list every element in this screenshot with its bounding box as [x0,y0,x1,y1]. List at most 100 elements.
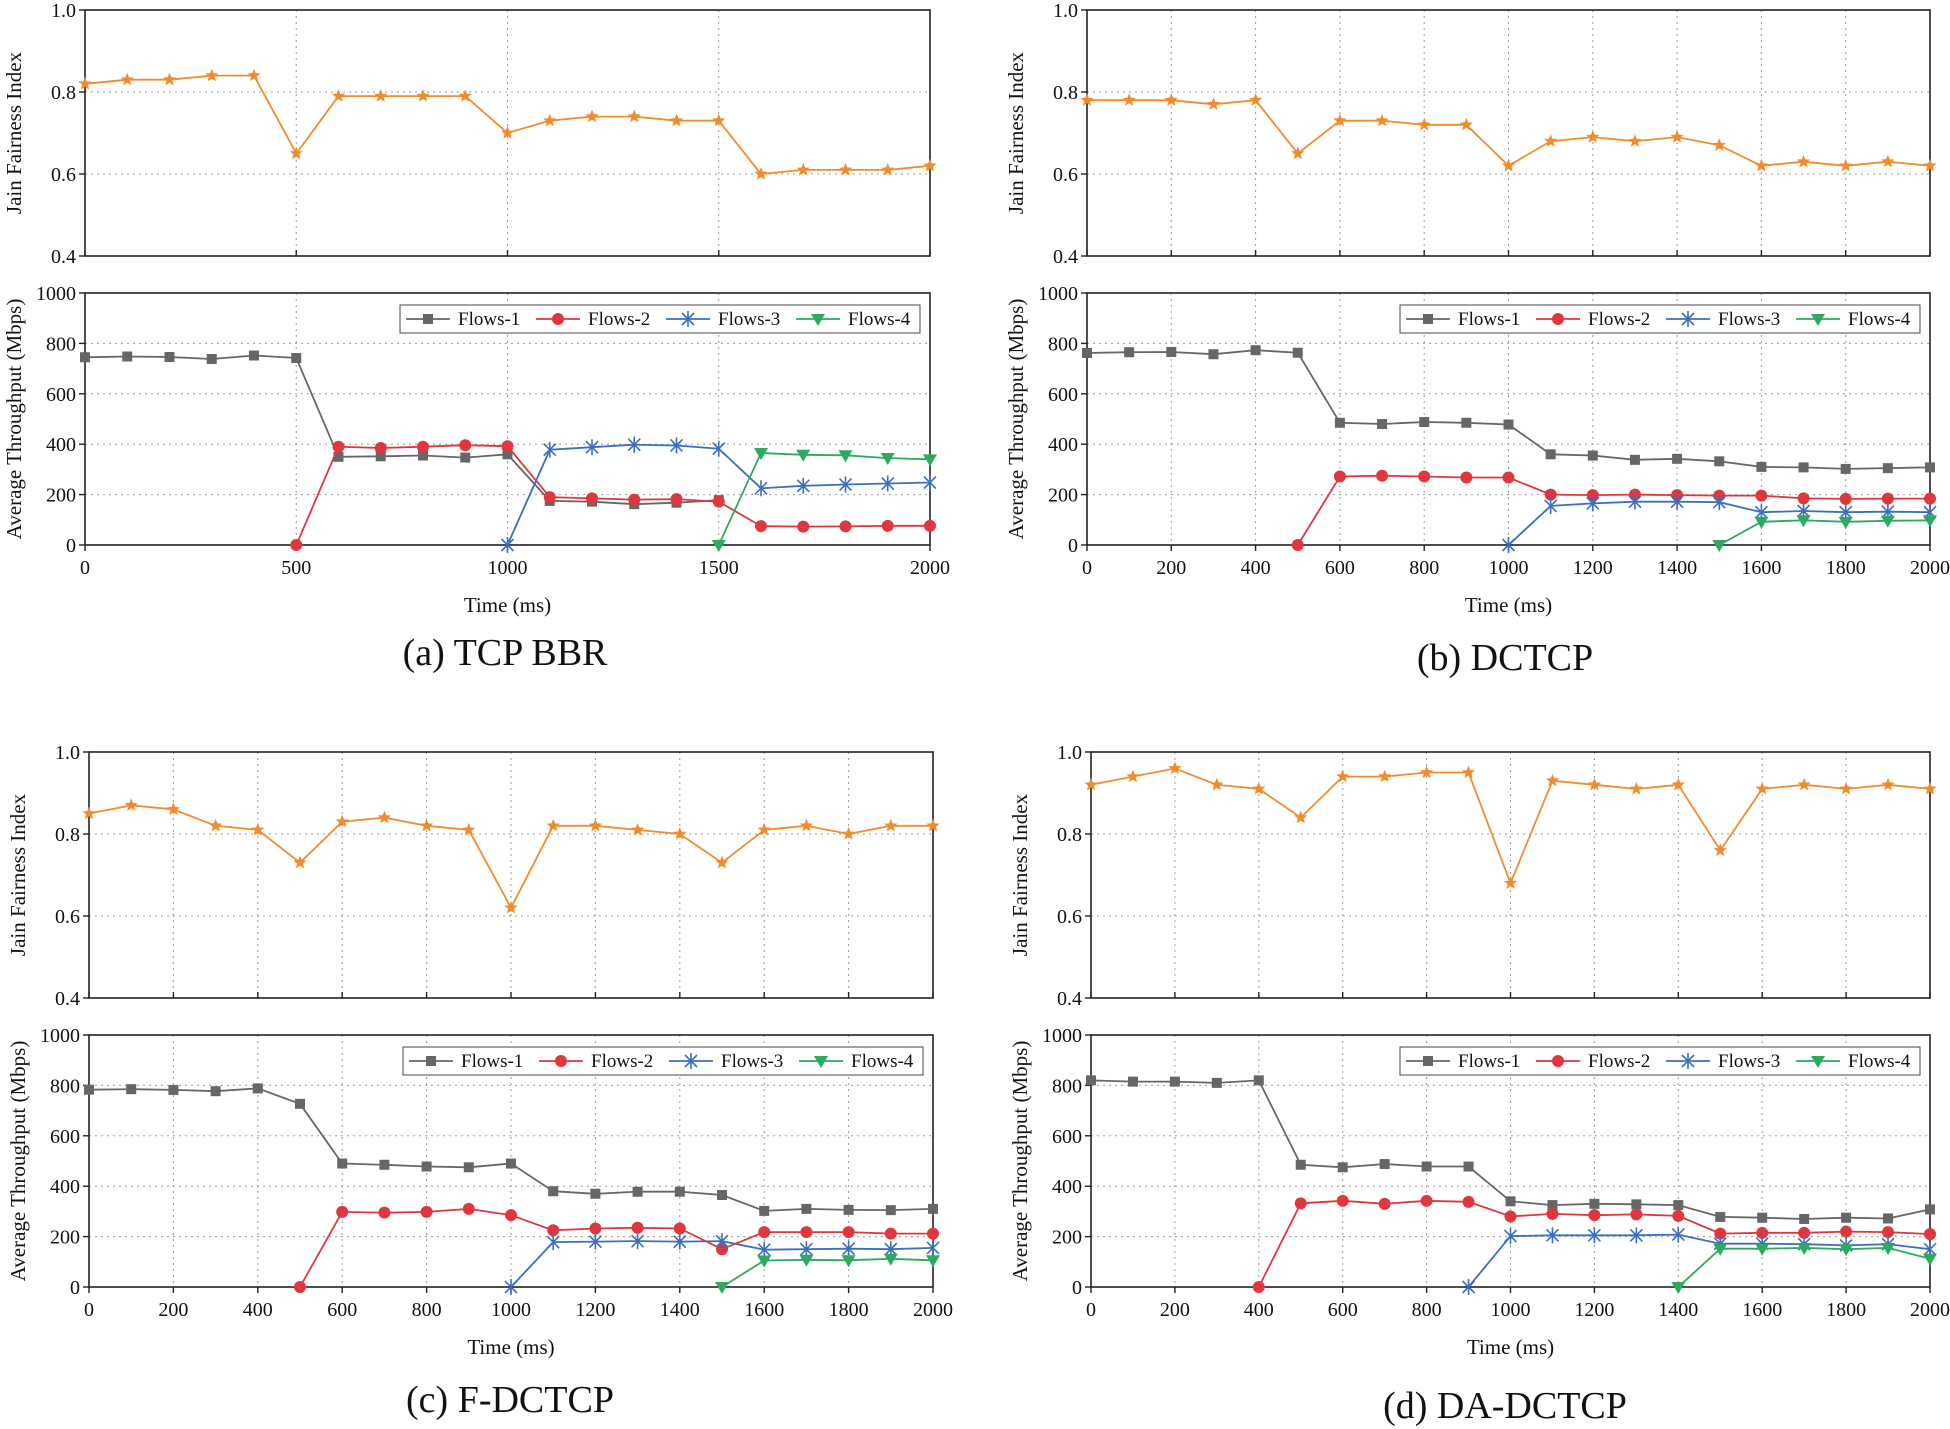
y-tick-label: 1000 [1038,283,1078,305]
data-point [1838,516,1853,529]
y-tick-label: 0 [1072,1277,1082,1299]
fairness-point [1797,777,1811,791]
fairness-point [1629,781,1643,795]
fairness-subplot: 0.4 0.6 0.8 1.0 Jain Fairness Index [2,0,937,268]
x-tick-label: 1200 [575,1299,615,1321]
data-point [1544,488,1557,501]
data-point [1670,493,1684,510]
fairness-point [331,89,346,102]
data-point [716,1243,728,1256]
y-tick-label: 600 [1052,1126,1082,1148]
y-tick-label: 0.8 [55,824,80,846]
data-point [1671,1282,1686,1294]
y-tick-label: 400 [1052,1176,1082,1198]
data-point [884,1227,897,1240]
x-tick-label: 400 [243,1299,273,1321]
data-point [670,493,683,506]
data-point [1839,1244,1854,1257]
throughput-y-label: Average Throughput (Mbps) [6,1041,30,1282]
fairness-point [884,818,898,832]
data-point [506,1158,516,1169]
fairness-point [1168,761,1182,775]
data-point [1379,1159,1390,1170]
data-point [1545,449,1556,460]
fairness-point [799,818,814,832]
data-point [1169,1076,1180,1087]
fairness-point [627,109,641,123]
series-flows-2 [1252,1194,1936,1293]
throughput-subplot: 0 200 400 600 800 1000 0 200 400 600 800 1000 1200 14… [1004,283,1950,617]
legend-label: Flows-1 [1458,1051,1520,1072]
fairness-point [1461,765,1476,779]
y-tick-label: 0.4 [51,246,76,268]
x-tick-label: 200 [158,1299,188,1321]
data-point [757,1241,771,1258]
data-point [1127,1076,1138,1087]
data-point [1673,1200,1684,1211]
legend-marker [1811,314,1825,326]
data-point [800,1226,813,1239]
x-tick-label: 1600 [1742,1299,1782,1321]
data-point [838,476,853,493]
data-point [839,520,852,533]
fairness-point [1628,134,1642,147]
legend-label: Flows-2 [1588,309,1650,330]
y-tick-label: 0 [70,1277,80,1299]
series-flows-1 [84,1083,938,1216]
data-point [1253,1075,1264,1086]
fairness-point [543,113,557,127]
data-point [206,354,217,365]
x-tick-label: 1800 [1826,1299,1866,1321]
data-point [880,453,895,466]
fairness-point [1126,769,1140,783]
fairness-point [247,68,261,82]
legend-marker [684,1053,698,1069]
data-point [1503,419,1514,430]
fairness-point [1333,113,1347,127]
fairness-point [1122,93,1136,106]
legend-label: Flows-3 [721,1051,783,1072]
legend-label: Flows-2 [591,1051,653,1072]
series-flows-4 [715,1253,940,1294]
data-point [420,1205,433,1218]
fairness-point [1544,134,1558,147]
x-tick-label: 1800 [1826,557,1866,579]
series-flows-2 [1291,469,1936,551]
data-point [1544,497,1558,514]
data-point [1587,450,1598,461]
throughput-y-label: Average Throughput (Mbps) [1008,1041,1032,1282]
data-point [1629,454,1640,465]
fairness-point [462,822,476,836]
data-point [463,1162,474,1173]
fairness-point [1587,777,1602,791]
fairness-point [1796,154,1811,168]
fairness-y-label: Jain Fairness Index [1004,51,1028,214]
data-point [711,540,726,552]
data-point [332,440,345,453]
y-tick-label: 800 [1048,333,1078,355]
y-tick-label: 1000 [40,1025,80,1047]
fairness-point [1378,769,1392,783]
y-tick-label: 400 [46,434,76,456]
data-point [1334,417,1345,428]
x-tick-label: 2000 [1910,557,1950,579]
fairness-point [377,810,392,824]
data-point [1378,1197,1391,1210]
legend-label: Flows-4 [851,1051,914,1072]
y-tick-label: 0 [1068,535,1078,557]
data-point [1294,1197,1307,1210]
data-point [1756,1226,1769,1239]
data-point [1504,1210,1517,1223]
series-flows-3 [1461,1226,1937,1295]
data-point [543,491,556,504]
data-point [801,1203,812,1214]
data-point [590,1188,601,1199]
chart-panel-3: 0.4 0.6 0.8 1.0 Jain Fairness Index 0 200 400 60… [6,742,953,1421]
data-point [1923,515,1937,528]
panel-caption: (c) F-DCTCP [406,1379,614,1421]
data-point [1756,461,1767,472]
data-point [881,519,894,532]
data-point [1755,489,1768,502]
fairness-y-label: Jain Fairness Index [1008,793,1032,956]
y-tick-label: 600 [50,1126,80,1148]
